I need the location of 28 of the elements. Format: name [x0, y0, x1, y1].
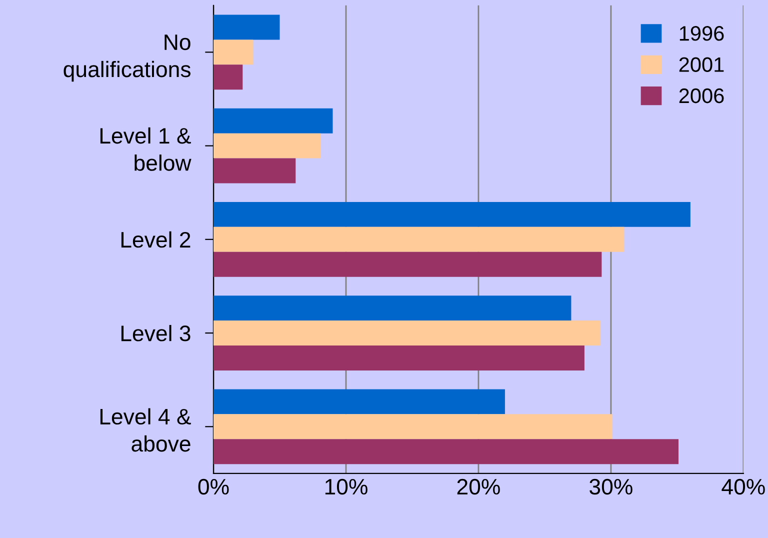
bar: [214, 14, 280, 40]
bar: [214, 40, 254, 65]
legend-label: 2006: [679, 88, 724, 104]
legend-label: 2001: [679, 57, 724, 72]
bar: [214, 320, 600, 346]
x-tick-label: 10%: [325, 478, 368, 495]
y-tick-label: Level 4 & above: [100, 408, 191, 452]
x-tick-label: 40%: [722, 478, 765, 495]
bar: [214, 202, 690, 227]
x-tick-label: 20%: [457, 478, 500, 495]
bar: [214, 389, 505, 414]
bar: [214, 108, 333, 134]
y-tick-label: Level 1 & below: [100, 127, 192, 171]
y-tick-label: Level 3: [121, 324, 190, 342]
legend-label: 1996: [680, 26, 724, 41]
bar: [214, 439, 679, 464]
y-tick-label: No qualifications: [64, 34, 190, 82]
y-tick-label: Level 2: [121, 231, 190, 248]
bar: [214, 226, 624, 252]
x-tick-label: 30%: [590, 478, 632, 495]
bar: [214, 346, 584, 370]
bar: [214, 252, 602, 277]
bar: [214, 133, 321, 158]
x-tick-label: 0%: [198, 478, 229, 495]
bar: [214, 296, 572, 321]
bar: [214, 414, 612, 440]
bar: [214, 158, 296, 184]
bar: [214, 64, 243, 90]
